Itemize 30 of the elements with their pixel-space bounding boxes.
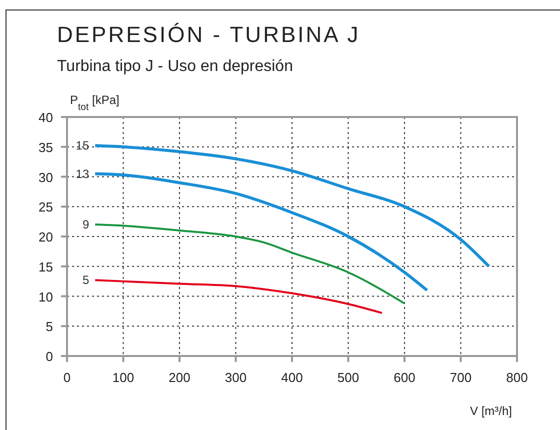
line-series [94, 224, 406, 304]
y-tick-label: 15 [38, 259, 53, 274]
x-tick-label: 500 [337, 370, 360, 385]
y-tick-label: 30 [38, 170, 53, 185]
series-label: 15 [76, 138, 90, 153]
y-tick-label: 10 [38, 289, 53, 304]
line-series [94, 144, 490, 268]
y-tick-label: 0 [46, 349, 53, 364]
x-tick-label: 200 [168, 370, 190, 385]
y-tick-label: 35 [38, 140, 53, 155]
y-tick-label: 25 [38, 200, 53, 215]
series-label: 9 [82, 218, 90, 232]
x-axis-title: V [m³/h] [470, 404, 512, 418]
y-axis-title: P$_{tot}$ [kPa] [70, 93, 120, 112]
line-series [94, 172, 428, 292]
line-series [94, 279, 383, 314]
series-label: 13 [76, 166, 90, 181]
x-tick-label: 300 [224, 370, 247, 385]
x-tick-label: 100 [112, 370, 134, 385]
y-tick-label: 20 [38, 230, 53, 244]
x-tick-label: 600 [394, 370, 416, 385]
chart-title: DEPRESIÓN - TURBINA J [57, 22, 360, 47]
x-tick-label: 0 [63, 370, 71, 385]
x-tick-label: 400 [281, 370, 303, 385]
chart-subtitle: Turbina tipo J - Uso en depresión [57, 58, 293, 75]
x-tick-label: 800 [506, 370, 528, 385]
x-tick-label: 700 [450, 370, 472, 385]
y-tick-label: 40 [38, 110, 53, 125]
series-label: 5 [82, 273, 90, 288]
y-tick-label: 5 [46, 319, 53, 334]
